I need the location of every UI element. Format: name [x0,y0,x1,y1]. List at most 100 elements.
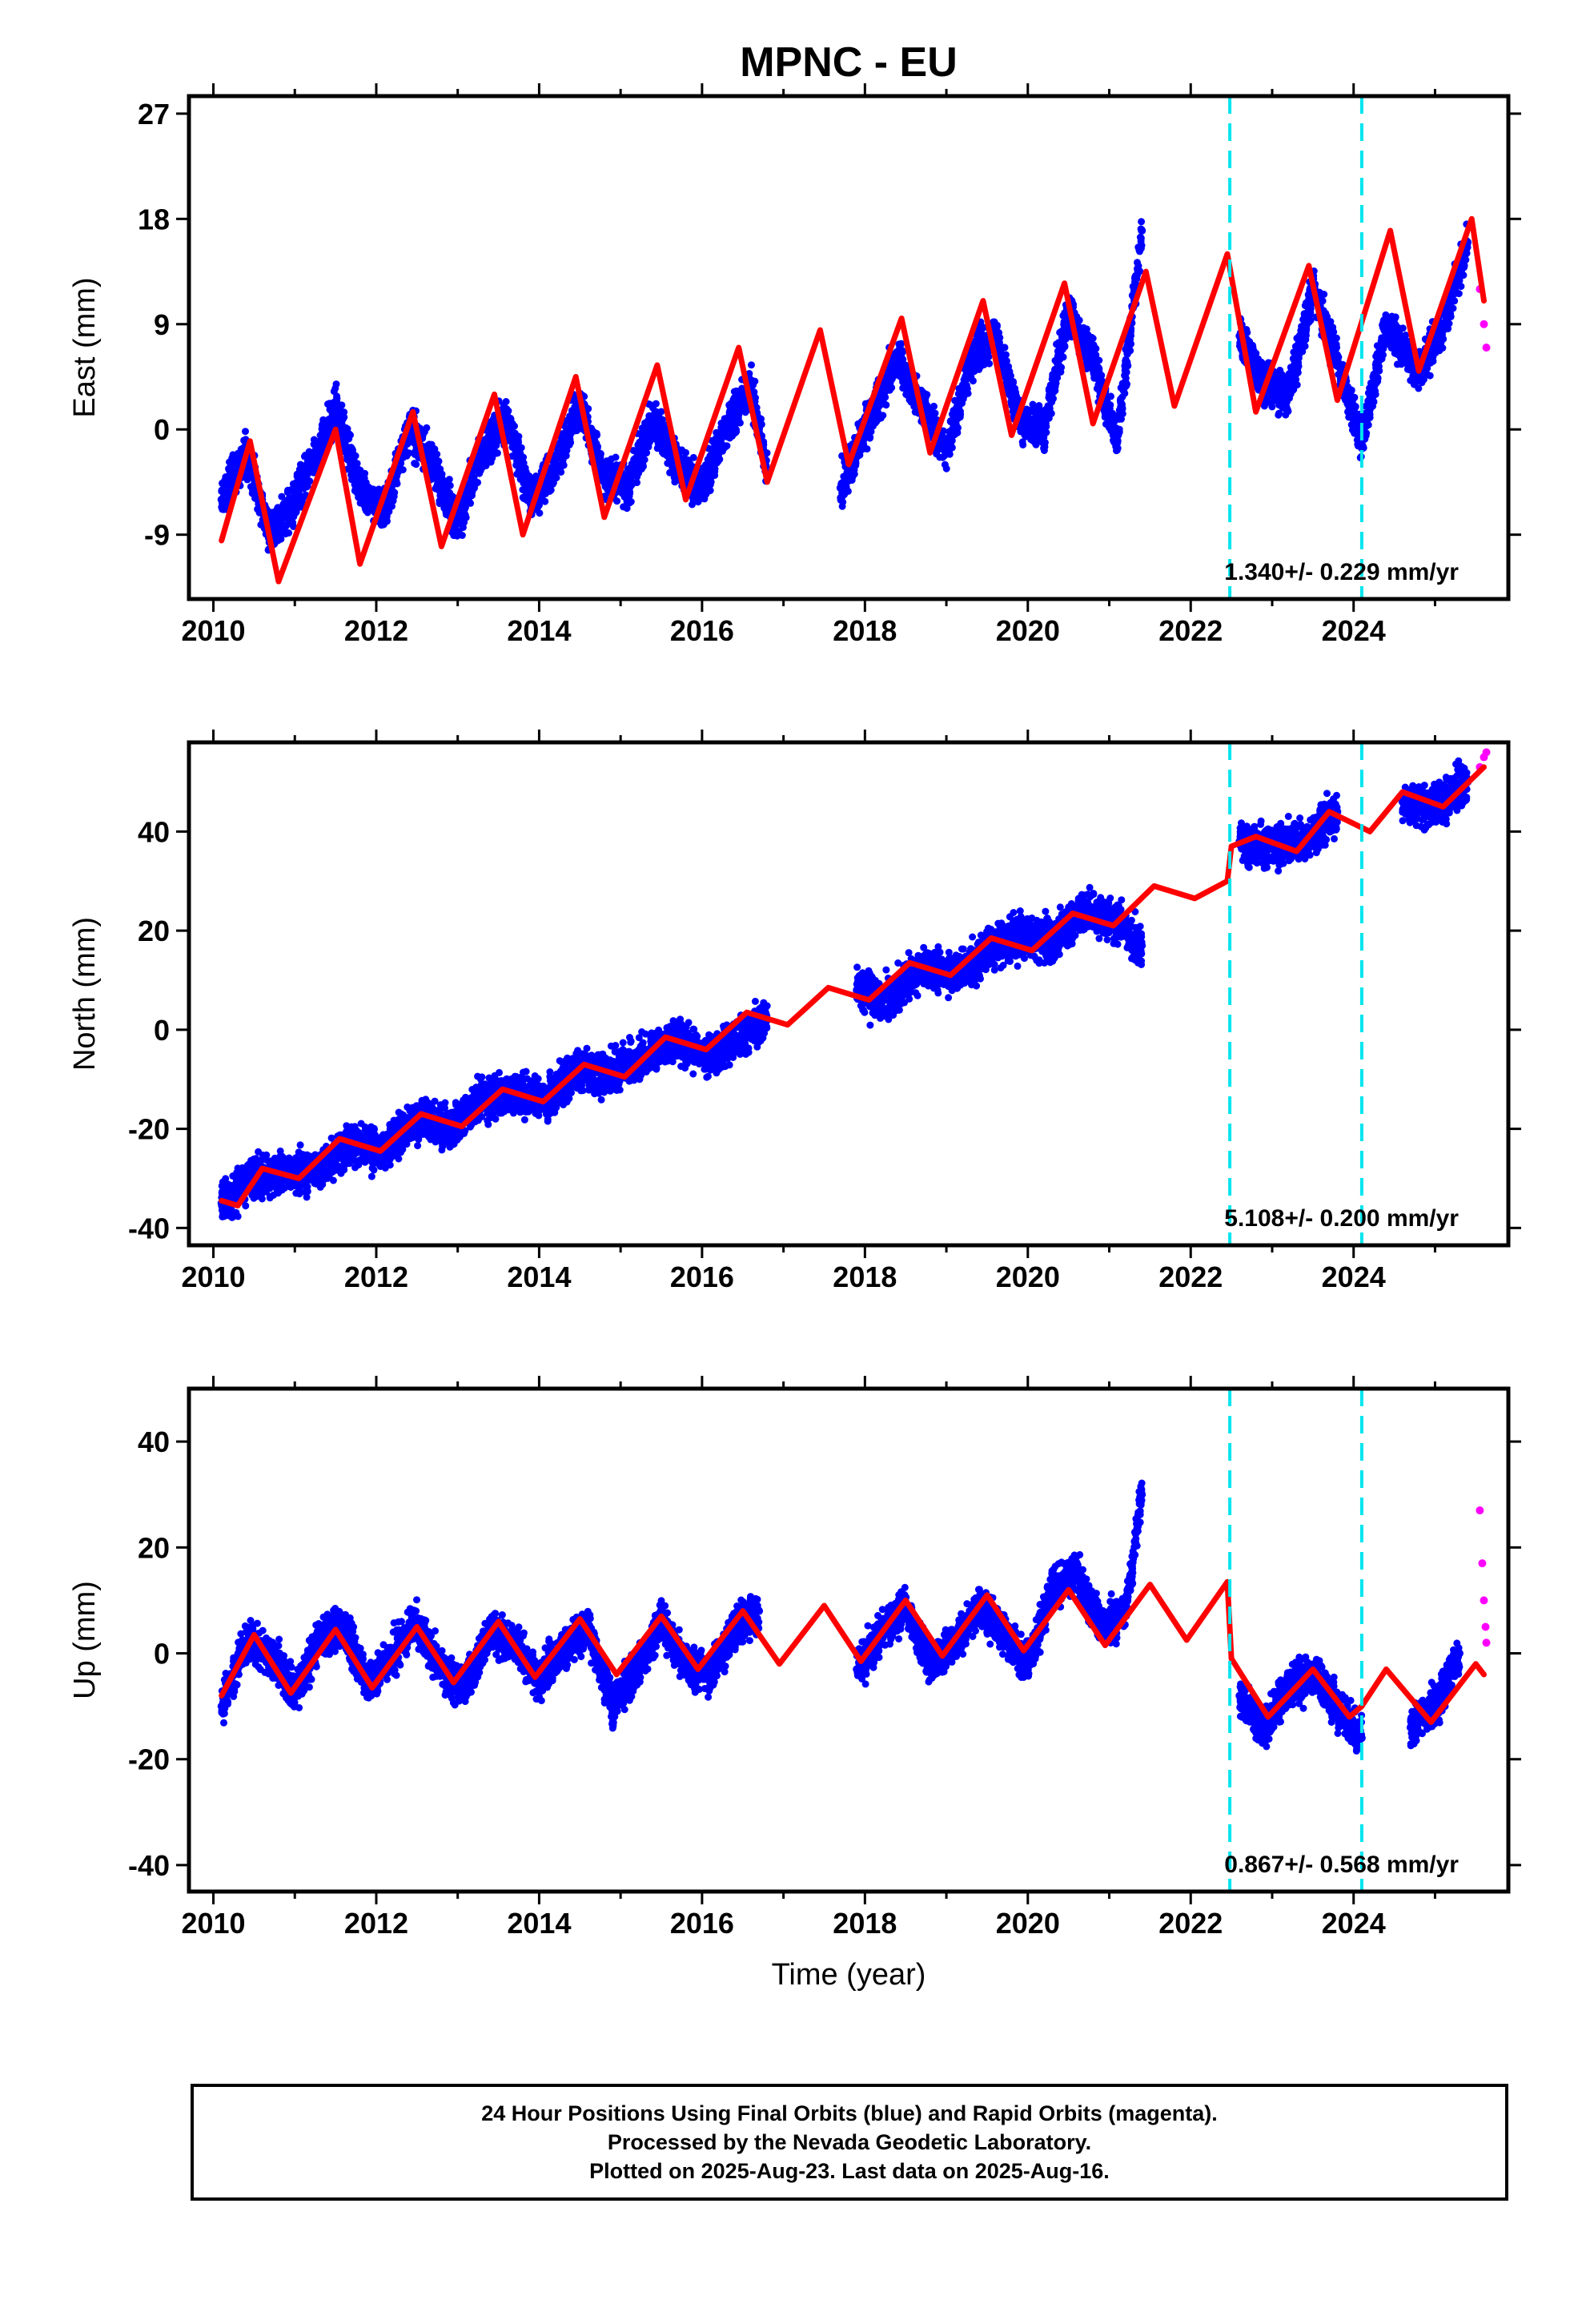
east-cloud-point [225,478,233,486]
east-cloud-point [347,457,355,465]
east-cloud-point [319,440,327,448]
east-cloud-point [634,441,642,449]
east-cloud-point [348,449,356,456]
east-cloud-point [333,414,341,422]
east-cloud-point [942,439,950,447]
east-cloud-point [327,422,335,430]
east-cloud-point [643,442,650,449]
east-cloud-point [682,448,689,456]
east-cloud-point [661,440,669,448]
east-cloud-point [610,468,618,476]
east-cloud-point [1055,350,1063,358]
east-cloud-point [997,353,1005,361]
east-cloud-point [1051,356,1059,364]
east-cloud-point [398,466,406,474]
east-cloud-point [900,365,908,373]
east-cloud-point [435,471,442,479]
east-cloud-point [1001,344,1009,352]
east-cloud-point [950,421,958,429]
east-cloud-point [287,509,295,516]
east-cloud-point [1026,428,1034,436]
east-cloud-point [895,348,903,356]
east-cloud-point [1004,384,1012,392]
east-cloud-point [748,361,755,369]
east-cloud-point [275,520,283,528]
east-cloud-point [342,424,350,432]
east-cloud-point [523,478,531,486]
east-cloud-point [368,501,376,509]
east-cloud-point [479,464,486,472]
east-cloud-point [309,462,317,470]
east-cloud-point [446,481,454,489]
east-cloud-point [462,513,470,521]
east-cloud-point [455,528,463,536]
east-cloud-point [292,509,300,517]
east-cloud-point [332,380,340,388]
east-cloud-point [324,400,331,408]
east-cloud-point [467,499,475,507]
east-cloud-point [292,503,300,510]
panels: 2010 2012 2014 2016 2018 2020 2022 2024271890-9… [68,83,1521,1992]
east-cloud-point [512,444,520,452]
east-cloud-point [540,489,548,497]
east-cloud-point [547,486,555,494]
east-cloud-point [929,410,937,418]
east-final-orbit-cloud [218,218,1472,554]
east-cloud-point [699,494,707,502]
east-cloud-point [641,419,648,427]
east-cloud-point [634,463,641,471]
east-cloud-point [883,374,891,382]
east-cloud-point [552,452,560,460]
east-cloud-point [459,500,467,508]
east-cloud-point [709,459,717,467]
east-cloud-point [570,396,578,404]
east-cloud-point [528,487,536,495]
east-cloud-point [701,461,709,468]
east-cloud-point [303,482,311,490]
east-cloud-point [284,486,291,494]
east-cloud-point [956,413,964,421]
east-cloud-point [363,492,371,500]
east-cloud-point [223,485,231,493]
east-cloud-point [303,476,311,485]
east-cloud-point [534,503,542,511]
east-cloud-point [999,359,1007,367]
east-cloud-point [905,379,913,387]
east-cloud-point [1040,440,1048,448]
east-cloud-point [1045,410,1053,418]
east-cloud-point [967,369,975,377]
east-cloud-point [606,478,614,486]
east-cloud-point [275,525,283,533]
east-cloud-point [841,476,849,484]
east-cloud-point [412,460,420,468]
east-cloud-point [294,487,302,495]
east-cloud-point [1027,436,1035,444]
east-cloud-point [340,408,348,416]
east-cloud-point [344,430,352,438]
east-cloud-point [235,456,243,464]
east-cloud-point [420,428,428,436]
east-cloud-point [536,509,544,517]
east-cloud-point [930,403,938,410]
east-cloud-point [488,426,496,434]
east-cloud-point [994,321,1001,329]
east-cloud-point [1051,383,1059,391]
east-cloud-point [282,513,290,521]
east-cloud-point [289,519,297,526]
east-cloud-point [954,403,962,411]
east-cloud-point [324,428,332,436]
east-cloud-point [863,445,871,453]
east-cloud-point [294,477,301,485]
east-cloud-point [468,473,476,481]
east-cloud-point [714,445,722,453]
east-cloud-point [967,363,975,371]
east-cloud-point [701,475,709,483]
east-cloud-point [521,464,529,472]
east-cloud-point [948,410,956,418]
east-cloud-point [383,517,391,525]
east-cloud-point [309,451,317,459]
east-cloud-point [627,468,634,476]
east-cloud-point [1019,441,1027,448]
east-cloud-point [711,464,719,472]
